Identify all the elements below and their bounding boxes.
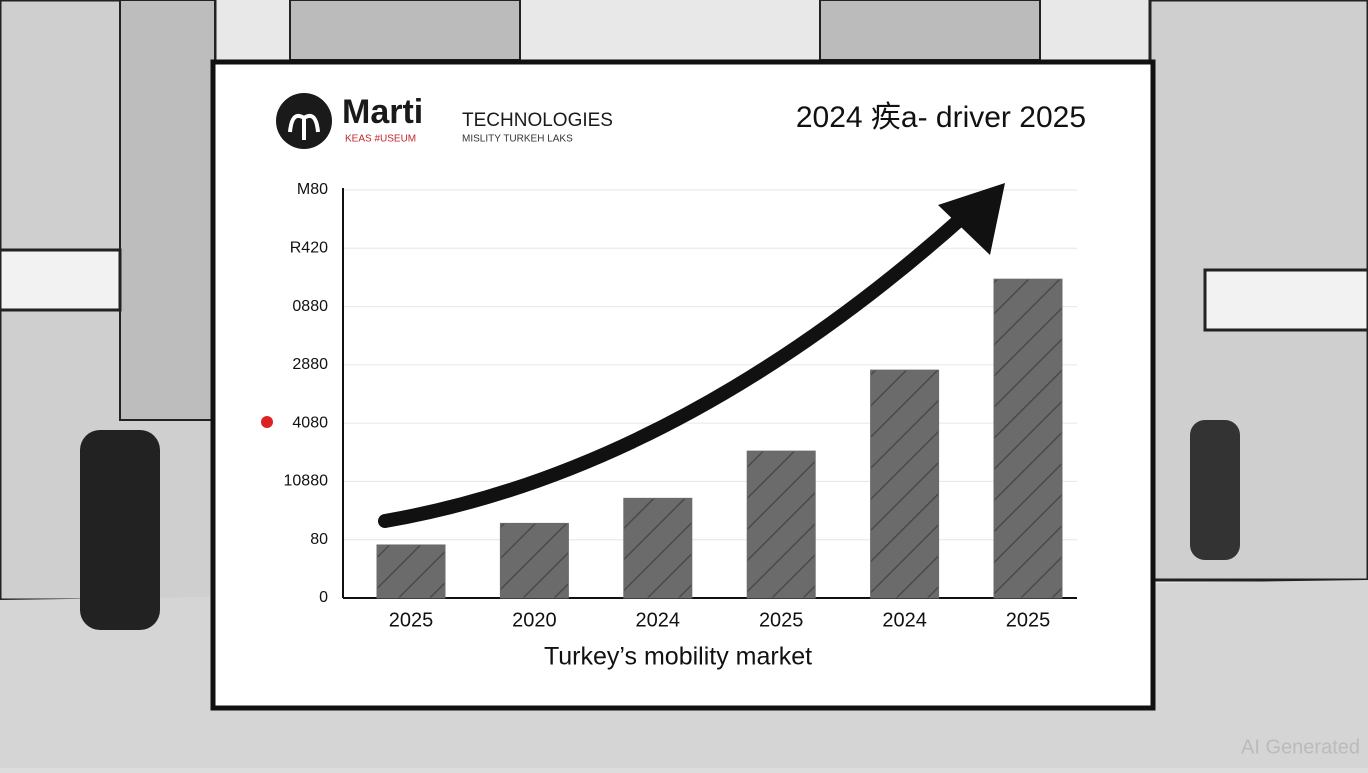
- red-dot: [261, 416, 273, 428]
- x-tick-label: 2025: [759, 609, 804, 631]
- y-tick-label: R420: [290, 240, 328, 257]
- arrow-head: [938, 183, 1005, 255]
- bar: [746, 450, 816, 599]
- building-back: [289, 0, 521, 61]
- x-tick-label: 2020: [512, 609, 557, 631]
- y-tick-label: 0880: [292, 298, 328, 315]
- y-tick-label: 80: [310, 531, 328, 548]
- building-back: [819, 0, 1041, 61]
- overlay: [378, 183, 1005, 528]
- plot: 0 80 10880 4080 2880 0880 R420 M80 2025 2020 2024 2…: [284, 181, 1077, 631]
- logo-company: TECHNOLOGIES: [462, 110, 613, 131]
- person: [80, 430, 160, 630]
- bar: [376, 544, 446, 599]
- bar: [623, 497, 693, 599]
- person: [1190, 420, 1240, 560]
- building-left-2: [119, 0, 216, 421]
- x-tick-label: 2024: [636, 609, 681, 631]
- y-tick-label: 2880: [292, 356, 328, 373]
- logo-tagline: KEAS #USEUM: [345, 134, 416, 145]
- chart-title: 2024 疾a- driver 2025: [796, 101, 1086, 134]
- bar: [499, 522, 569, 599]
- watermark: AI Generated: [1241, 736, 1360, 758]
- y-tick-label: 4080: [292, 414, 328, 431]
- y-tick-label: 10880: [284, 473, 329, 490]
- logo-glyph: [288, 113, 320, 140]
- logo-tagline: MISLITY TURKEH LAKS: [462, 134, 573, 145]
- y-tick-label: 0: [319, 589, 328, 606]
- bar: [993, 278, 1063, 599]
- x-tick-label: 2024: [882, 609, 927, 631]
- x-axis-label: Turkey’s mobility market: [544, 643, 812, 671]
- logo-name: Marti: [342, 93, 423, 131]
- shop-sign: [0, 248, 122, 312]
- bar: [870, 369, 940, 599]
- trend-arrow: [378, 208, 972, 528]
- x-tick-label: 2025: [1006, 609, 1051, 631]
- x-tick-label: 2025: [389, 609, 434, 631]
- y-tick-label: M80: [297, 181, 328, 198]
- shop-sign: [1203, 268, 1368, 332]
